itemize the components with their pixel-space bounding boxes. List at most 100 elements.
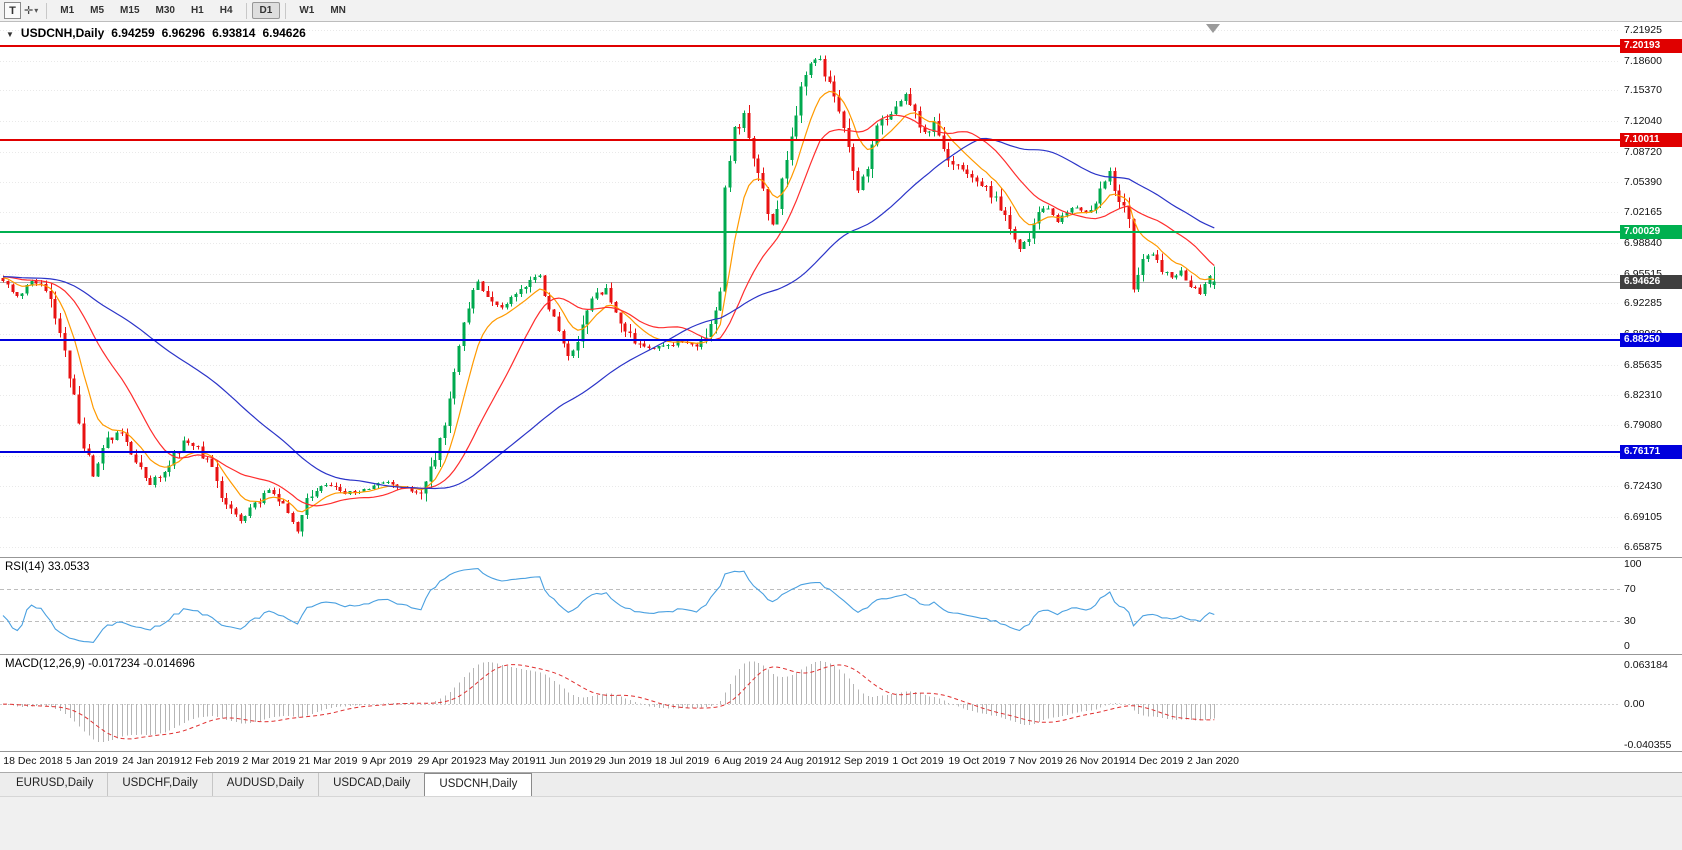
price-tag-6.88250: 6.88250 xyxy=(1620,333,1682,348)
timeframe-button-h4[interactable]: H4 xyxy=(219,5,233,16)
current-price-tag: 6.94626 xyxy=(1620,274,1682,289)
price-tick-label: 6.72430 xyxy=(1624,480,1662,493)
crosshair-icon: ✛ xyxy=(24,5,34,17)
time-tick-label: 21 Mar 2019 xyxy=(298,755,358,767)
rsi-axis: 100 70 30 0 xyxy=(1620,558,1682,654)
time-tick-label: 23 May 2019 xyxy=(474,755,536,767)
time-tick-label: 1 Oct 2019 xyxy=(892,755,944,767)
macd-title: MACD(12,26,9) xyxy=(5,658,85,670)
toolbar-separator xyxy=(285,2,287,19)
timeframe-button-h1[interactable]: H1 xyxy=(190,5,204,16)
bottom-filler xyxy=(0,796,1682,850)
macd-pane: MACD(12,26,9) -0.017234 -0.014696 0.0631… xyxy=(0,655,1682,752)
timeframe-group: M1 M5 M15 M30 H1 H4 D1 W1 MN xyxy=(52,2,354,19)
time-tick-label: 26 Nov 2019 xyxy=(1065,755,1125,767)
macd-plot[interactable] xyxy=(0,655,1620,751)
time-tick-label: 5 Jan 2019 xyxy=(66,755,118,767)
time-tick-label: 18 Jul 2019 xyxy=(654,755,710,767)
price-tick-label: 7.12040 xyxy=(1624,115,1662,128)
chart-tab-usdcad[interactable]: USDCAD,Daily xyxy=(319,773,426,796)
toolbar-separator xyxy=(46,2,48,19)
timeframe-button-w1[interactable]: W1 xyxy=(299,5,315,16)
macd-value-main: -0.017234 xyxy=(88,658,140,670)
timeframe-button-m5[interactable]: M5 xyxy=(90,5,105,16)
price-tag-7.20193: 7.20193 xyxy=(1620,38,1682,53)
time-tick-label: 7 Nov 2019 xyxy=(1009,755,1063,767)
chart-tab-eurusd[interactable]: EURUSD,Daily xyxy=(2,773,109,796)
price-tick-label: 6.85635 xyxy=(1624,358,1662,371)
ohlc-high: 6.96296 xyxy=(161,26,206,40)
chevron-down-icon: ▾ xyxy=(34,6,39,15)
time-axis: 18 Dec 2018 5 Jan 2019 24 Jan 2019 12 Feb 2… xyxy=(0,752,1682,772)
macd-tick-zero: 0.00 xyxy=(1624,698,1645,711)
time-tick-label: 24 Jan 2019 xyxy=(122,755,180,767)
rsi-tick-label: 0 xyxy=(1624,640,1630,652)
price-tick-label: 6.82310 xyxy=(1624,389,1662,402)
chart-shift-marker[interactable] xyxy=(1206,24,1220,33)
rsi-tick-label: 30 xyxy=(1624,615,1636,628)
collapse-triangle-icon[interactable]: ▼ xyxy=(6,30,14,39)
price-tick-label: 6.69105 xyxy=(1624,511,1662,524)
time-tick-label: 6 Aug 2019 xyxy=(714,755,768,767)
templates-button[interactable]: T xyxy=(4,2,21,19)
rsi-title: RSI(14) xyxy=(5,561,45,573)
ohlc-close: 6.94626 xyxy=(262,26,306,40)
chart-tab-audusd[interactable]: AUDUSD,Daily xyxy=(213,773,320,796)
time-tick-label: 9 Apr 2019 xyxy=(361,755,413,767)
rsi-plot[interactable] xyxy=(0,558,1620,654)
macd-tick-bottom: -0.040355 xyxy=(1624,739,1672,751)
price-tick-label: 7.08720 xyxy=(1624,145,1662,158)
price-tick-label: 6.98840 xyxy=(1624,236,1662,249)
rsi-pane: RSI(14) 33.0533 100 70 30 0 xyxy=(0,558,1682,655)
toolbar: T ✛ ▾ M1 M5 M15 M30 H1 H4 D1 W1 MN xyxy=(0,0,1682,22)
time-tick-label: 2 Jan 2020 xyxy=(1187,755,1239,767)
time-tick-label: 29 Jun 2019 xyxy=(594,755,652,767)
rsi-tick-label: 100 xyxy=(1624,558,1642,570)
time-tick-label: 12 Feb 2019 xyxy=(180,755,240,767)
time-tick-label: 14 Dec 2019 xyxy=(1124,755,1184,767)
macd-tick-top: 0.063184 xyxy=(1624,659,1668,671)
price-tag-6.76171: 6.76171 xyxy=(1620,444,1682,459)
price-tick-label: 7.21925 xyxy=(1624,24,1662,36)
time-tick-label: 18 Dec 2018 xyxy=(3,755,63,767)
cursor-mode-button[interactable]: ✛ ▾ xyxy=(24,4,38,17)
price-tick-label: 7.15370 xyxy=(1624,84,1662,97)
symbol-info: ▼ USDCNH,Daily 6.94259 6.96296 6.93814 6… xyxy=(6,26,306,40)
timeframe-button-mn[interactable]: MN xyxy=(330,5,346,16)
price-tick-label: 6.65875 xyxy=(1624,540,1662,553)
price-tag-7.10011: 7.10011 xyxy=(1620,132,1682,147)
price-tick-label: 6.79080 xyxy=(1624,419,1662,432)
rsi-label: RSI(14) 33.0533 xyxy=(5,561,89,573)
rsi-value: 33.0533 xyxy=(47,561,90,573)
time-tick-label: 11 Jun 2019 xyxy=(535,755,593,767)
chart-tab-bar: EURUSD,Daily USDCHF,Daily AUDUSD,Daily USDC… xyxy=(0,772,1682,796)
macd-value-signal: -0.014696 xyxy=(143,658,195,670)
chart-tab-usdcnh[interactable]: USDCNH,Daily xyxy=(424,773,533,796)
toolbar-separator xyxy=(245,2,247,19)
candlestick-plot[interactable] xyxy=(0,22,1620,557)
price-tick-label: 7.18600 xyxy=(1624,54,1662,67)
price-axis: 7.21925 7.18600 7.15370 7.12040 7.08720 7.053… xyxy=(1620,22,1682,557)
macd-axis: 0.063184 0.00 -0.040355 xyxy=(1620,655,1682,751)
time-tick-label: 12 Sep 2019 xyxy=(829,755,889,767)
rsi-tick-label: 70 xyxy=(1624,582,1636,595)
timeframe-button-m15[interactable]: M15 xyxy=(120,5,140,16)
price-tick-label: 7.05390 xyxy=(1624,176,1662,189)
timeframe-button-m1[interactable]: M1 xyxy=(60,5,75,16)
price-tag-7.00029: 7.00029 xyxy=(1620,224,1682,239)
symbol-label: USDCNH,Daily xyxy=(20,26,105,40)
price-tick-label: 6.92285 xyxy=(1624,297,1662,310)
timeframe-button-m30[interactable]: M30 xyxy=(155,5,175,16)
time-tick-label: 19 Oct 2019 xyxy=(948,755,1006,767)
chart-tab-usdchf[interactable]: USDCHF,Daily xyxy=(108,773,213,796)
price-tick-label: 7.02165 xyxy=(1624,206,1662,219)
main-chart-pane: ▼ USDCNH,Daily 6.94259 6.96296 6.93814 6… xyxy=(0,22,1682,558)
time-tick-label: 24 Aug 2019 xyxy=(770,755,830,767)
time-tick-label: 2 Mar 2019 xyxy=(242,755,296,767)
time-tick-label: 29 Apr 2019 xyxy=(417,755,475,767)
timeframe-button-d1[interactable]: D1 xyxy=(251,2,281,19)
macd-label: MACD(12,26,9) -0.017234 -0.014696 xyxy=(5,658,195,670)
ohlc-low: 6.93814 xyxy=(212,26,256,40)
ohlc-open: 6.94259 xyxy=(111,26,155,40)
